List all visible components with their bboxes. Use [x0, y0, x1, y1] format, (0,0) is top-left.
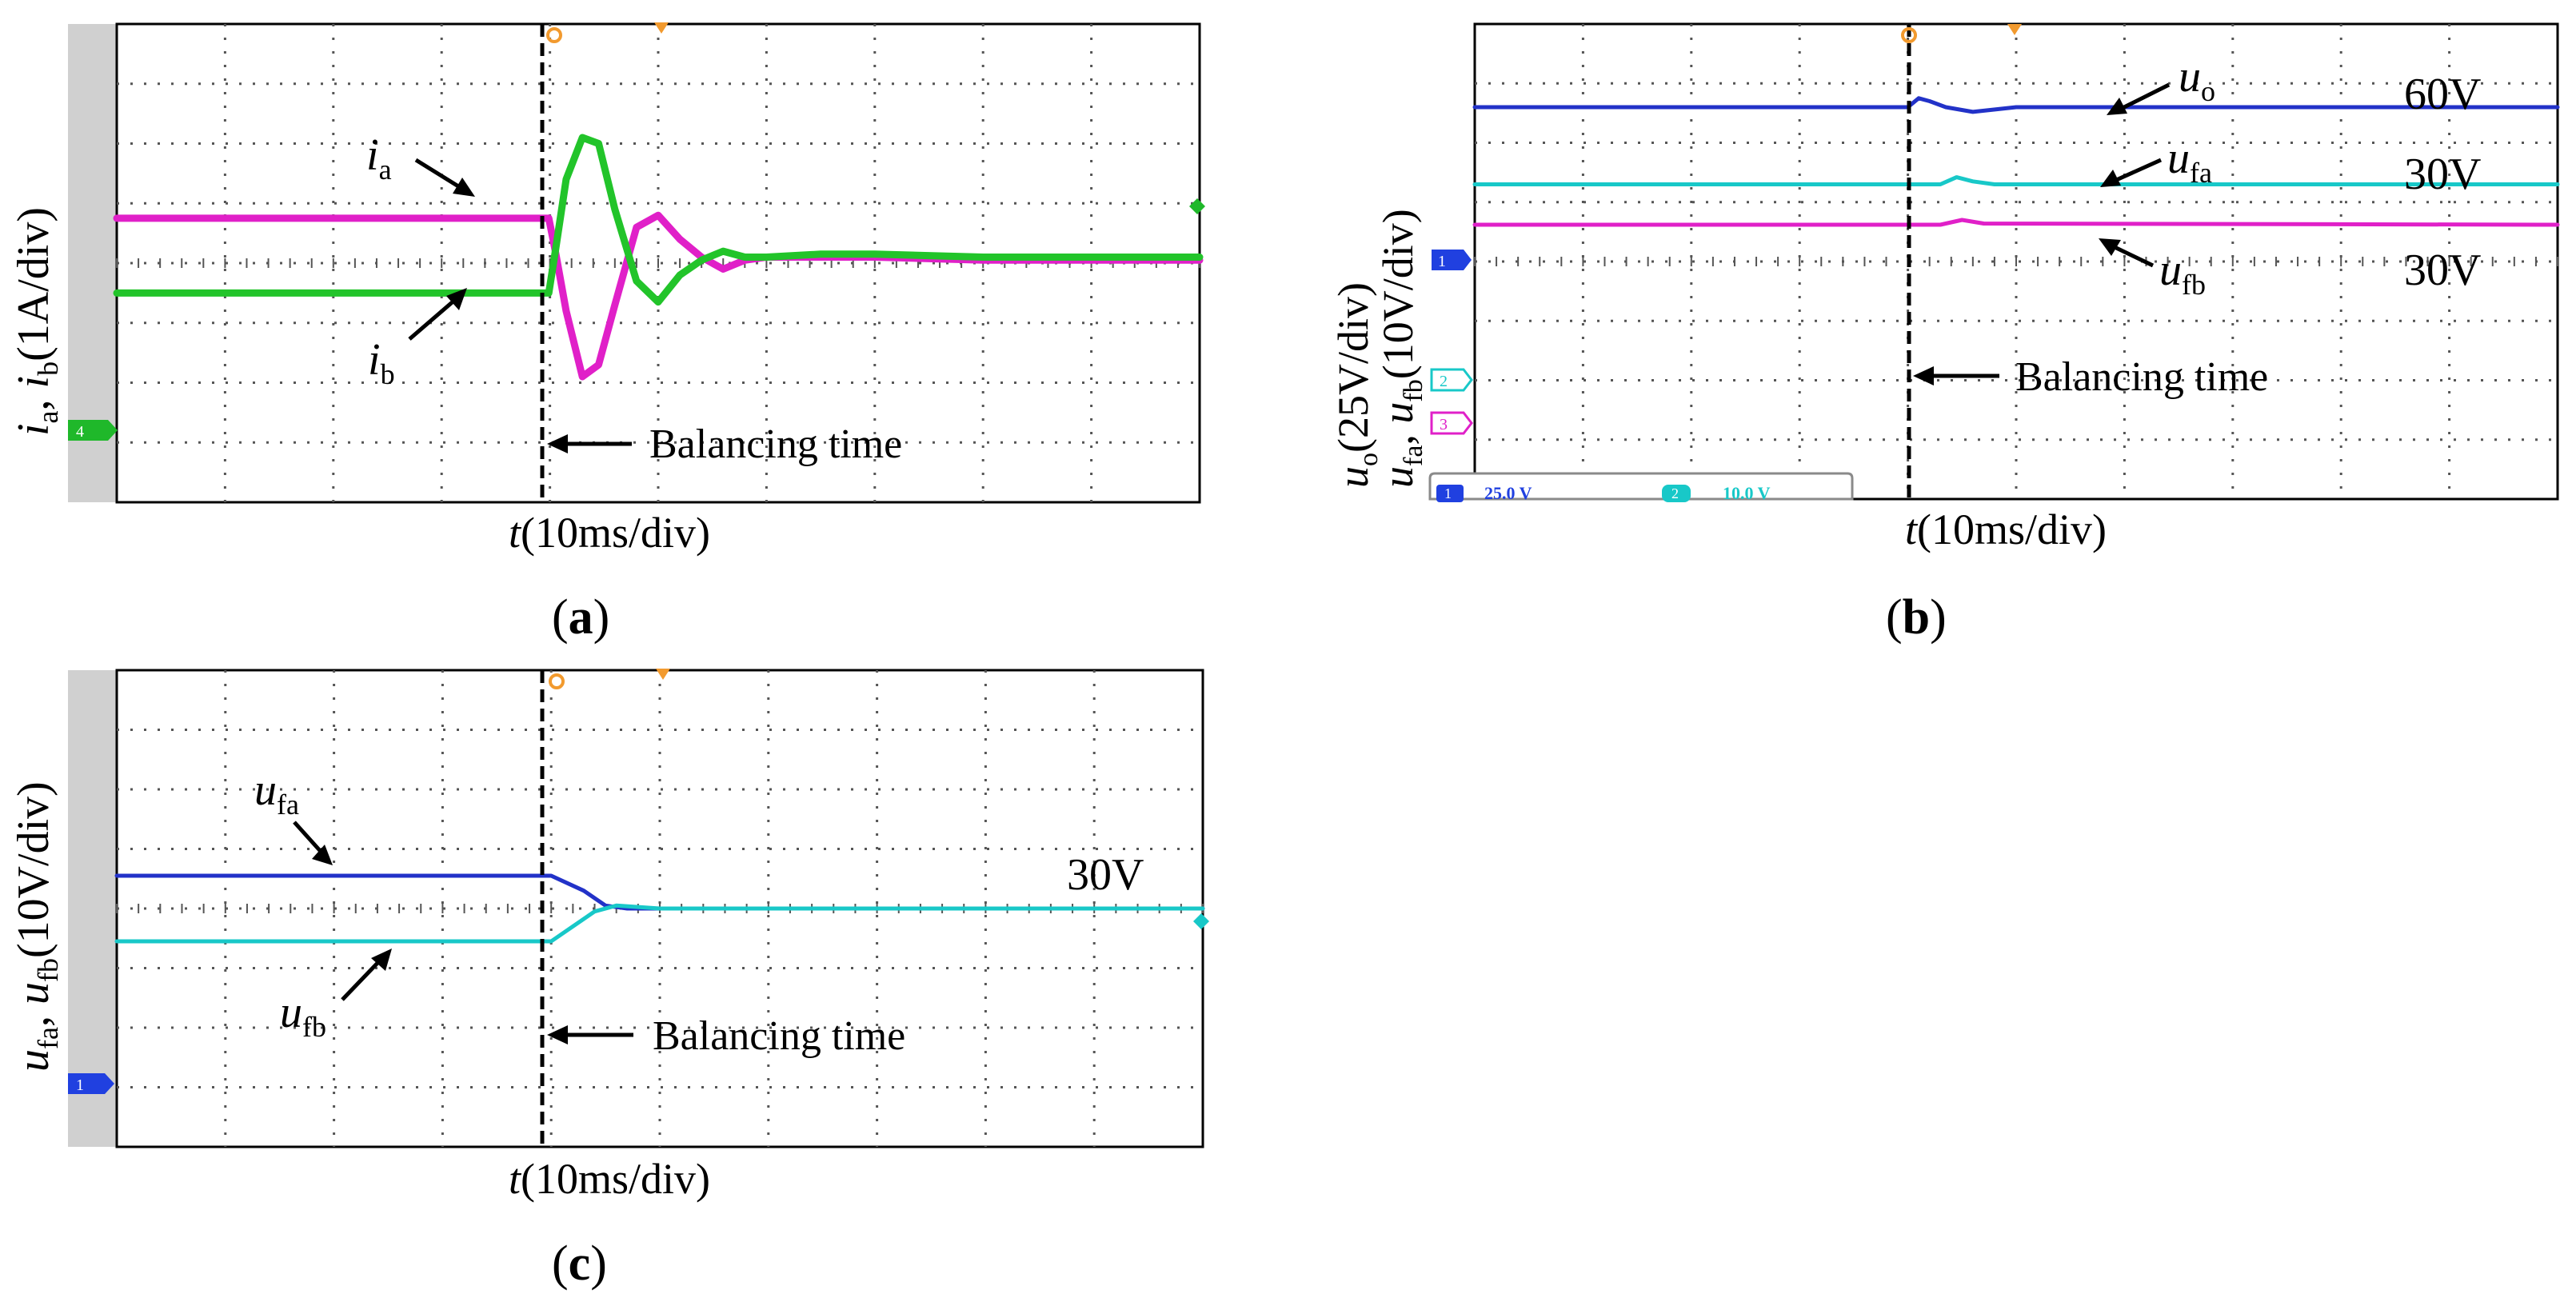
balancing-arrowhead [547, 434, 568, 453]
arrowhead-ufa [312, 845, 333, 865]
channel-marker-label: 1 [1438, 253, 1446, 270]
channel-marker: 2 [1430, 368, 1473, 392]
traces [113, 134, 1204, 381]
trace-ufb [114, 903, 1205, 944]
channel-marker: 3 [1430, 411, 1473, 435]
trace-ufb [1472, 218, 2560, 227]
status-ch2: 2 [1671, 485, 1679, 501]
channel-marker-label: 4 [76, 423, 84, 441]
arrowhead-ib [446, 288, 467, 310]
arrow-ufa [2113, 158, 2163, 183]
arrow-ufa [293, 821, 325, 856]
y-axis-label: uo(25V/div) [1329, 282, 1384, 488]
panel-b: 1 25.0 V 2 10.0 V 1 2 3 Balancing time u… [1329, 22, 2560, 645]
trace-label-ufb: ufb [280, 988, 326, 1043]
trace-ufa [1472, 175, 2560, 186]
trace-label-ia: ia [366, 130, 392, 186]
status-value-1: 25.0 V [1484, 483, 1532, 503]
trigger-marker [549, 673, 565, 689]
x-axis-label: t(10ms/div) [509, 509, 710, 557]
status-value-2: 10.0 V [1723, 483, 1771, 503]
status-bar: 1 25.0 V 2 10.0 V [1428, 472, 1854, 503]
channel-marker: 1 [1432, 250, 1472, 270]
trigger-marker [546, 27, 562, 43]
channel-marker: 4 [68, 420, 118, 441]
arrowhead-uo [2107, 98, 2127, 115]
right-edge-marker [1189, 198, 1205, 214]
level-label-30v-b: 30V [2404, 246, 2481, 295]
level-label-30v: 30V [1067, 850, 1144, 900]
y-axis-label: ufa, ufb(10V/div) [9, 781, 64, 1072]
channel-marker-label: 1 [76, 1076, 84, 1094]
arrowhead-ufb [2099, 238, 2121, 256]
arrow-ufb [341, 958, 382, 1001]
balancing-time-label: Balancing time [653, 1013, 905, 1059]
traces [114, 873, 1205, 944]
balancing-arrowhead [547, 1025, 568, 1044]
trace-label-ib: ib [368, 335, 395, 390]
balancing-time-label: Balancing time [2015, 354, 2268, 400]
time-reference-marker [656, 669, 670, 680]
arrow-ia [414, 158, 464, 191]
trace-ib [113, 134, 1204, 306]
panel-caption: (c) [552, 1236, 607, 1291]
trigger-marker [1901, 27, 1917, 43]
trace-label-ufb: ufb [2159, 246, 2206, 301]
panel-a: 4 Balancing time ia ib ia, ib(1A/div) t(… [9, 22, 1205, 645]
right-edge-marker [1193, 913, 1209, 929]
y-axis-label-2: ufa, ufb(10V/div) [1374, 209, 1428, 488]
channel-marker-label: 3 [1440, 416, 1448, 433]
x-axis-label: t(10ms/div) [1905, 505, 2107, 553]
x-axis-label: t(10ms/div) [509, 1155, 710, 1203]
arrow-ufb [2111, 244, 2155, 268]
time-reference-marker [2007, 24, 2022, 35]
panel-caption: (b) [1886, 590, 1947, 645]
level-label-30v-a: 30V [2404, 150, 2481, 199]
arrowhead-ufa [2100, 170, 2121, 187]
channel-marker-label: 2 [1440, 373, 1448, 390]
arrow-ib [408, 298, 457, 341]
trace-label-uo: uo [2179, 52, 2215, 107]
balancing-time-label: Balancing time [649, 421, 902, 467]
panel-c: 1 Balancing time ufa ufb 30V ufa, ufb(10… [9, 669, 1209, 1291]
trace-label-ufa: ufa [254, 765, 299, 821]
y-axis-label: ia, ib(1A/div) [9, 207, 64, 436]
level-label-60v: 60V [2404, 70, 2481, 119]
trace-label-ufa: ufa [2167, 134, 2212, 189]
balancing-arrowhead [1913, 366, 1934, 385]
channel-marker: 1 [68, 1073, 114, 1094]
arrowhead-ia [453, 178, 475, 197]
panel-caption: (a) [552, 590, 609, 645]
arrowhead-ufb [371, 949, 392, 971]
status-ch1: 1 [1444, 485, 1452, 501]
arrow-uo [2119, 82, 2171, 111]
scope-left-bezel [68, 670, 116, 1147]
time-reference-marker [654, 22, 669, 34]
